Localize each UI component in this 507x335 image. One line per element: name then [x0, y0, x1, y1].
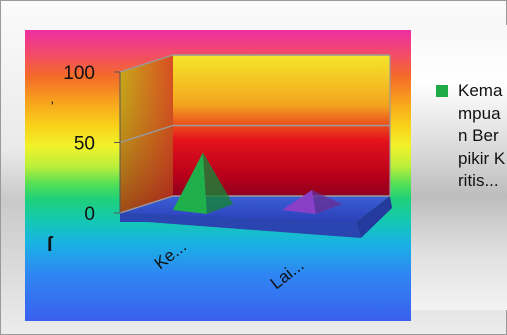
y-tick-label: 0	[84, 204, 95, 225]
floor-front-edge	[120, 213, 361, 238]
y-tick-labels: 0 50 100	[63, 63, 95, 225]
stray-mark-lower: ſ	[47, 234, 54, 256]
bars	[173, 152, 342, 214]
legend-swatch	[436, 85, 448, 97]
legend-background	[410, 25, 507, 310]
x-tick-label: Lai...	[267, 255, 308, 293]
y-axis	[114, 71, 121, 214]
bar-face-shade	[203, 152, 233, 214]
gridline-side	[119, 124, 174, 144]
bar-face-right	[312, 190, 342, 214]
y-tick-label: 50	[74, 134, 95, 155]
floor-right-edge	[356, 196, 392, 238]
bar-face-right	[203, 152, 233, 214]
stray-mark-upper: '	[51, 98, 54, 114]
gridlines	[119, 54, 391, 214]
bar-face-left	[173, 152, 207, 214]
bar-face-left	[282, 190, 316, 214]
x-tick-labels: Ke... Lai...	[151, 237, 308, 294]
bar-face-shade	[312, 190, 342, 214]
bar-1	[173, 152, 233, 214]
y-tick-label: 100	[63, 63, 95, 84]
legend-label: Kemampuan Berpikir Kritis...	[458, 81, 506, 190]
gridline-side	[119, 195, 174, 214]
gridline-side	[119, 54, 174, 73]
x-tick-label: Ke...	[151, 237, 190, 274]
bar-2	[282, 190, 342, 214]
legend: Kemampuan Berpikir Kritis...	[436, 80, 506, 193]
